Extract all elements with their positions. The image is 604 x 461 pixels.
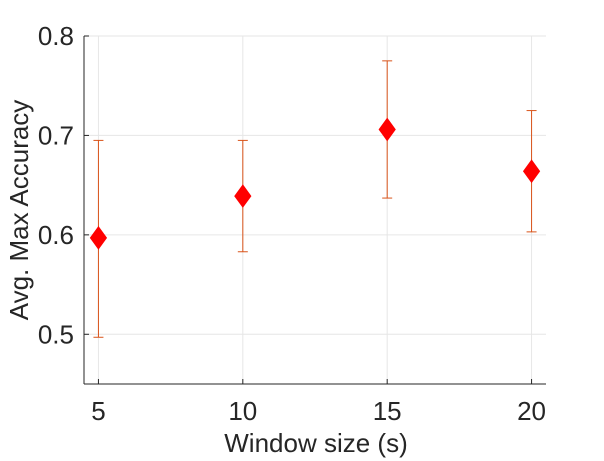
data-point-diamond — [378, 117, 396, 142]
x-tick-label: 15 — [373, 396, 402, 426]
ticks: 5 10 15 20 0.5 0.6 0.7 0.8 — [38, 21, 546, 426]
data-point-diamond — [522, 159, 541, 184]
axes — [83, 36, 546, 385]
y-tick-label: 0.6 — [38, 220, 74, 250]
y-tick-label: 0.8 — [38, 21, 74, 51]
x-tick-label: 20 — [517, 396, 546, 426]
y-tick-label: 0.7 — [38, 120, 74, 150]
data-point-diamond — [89, 225, 108, 250]
x-tick-label: 10 — [228, 396, 257, 426]
x-axis-label: Window size (s) — [224, 428, 407, 458]
y-tick-label: 0.5 — [38, 319, 74, 349]
grid — [84, 35, 546, 384]
data-points — [89, 117, 541, 250]
y-axis-label: Avg. Max Accuracy — [4, 100, 34, 321]
data-point-diamond — [234, 184, 252, 208]
x-tick-label: 5 — [91, 396, 105, 426]
error-bars — [93, 60, 537, 338]
